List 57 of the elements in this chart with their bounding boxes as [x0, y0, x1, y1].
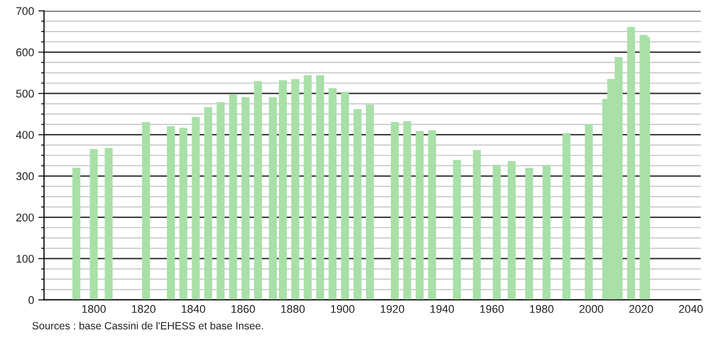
bar — [90, 149, 98, 300]
bar — [242, 97, 250, 300]
bar — [403, 121, 412, 300]
x-tick-label: 1800 — [82, 305, 106, 313]
x-tick-label: 1940 — [430, 305, 454, 313]
bar — [316, 75, 324, 300]
y-tick-label: 300 — [16, 172, 34, 180]
bar — [627, 26, 636, 300]
y-tick-label: 700 — [16, 7, 34, 16]
bar — [254, 81, 262, 300]
x-tick-label: 1860 — [232, 305, 255, 313]
bar — [304, 75, 312, 300]
y-tick-label: 400 — [16, 131, 34, 139]
bar — [328, 88, 337, 300]
bar — [472, 150, 481, 300]
bar — [428, 130, 436, 300]
bar — [416, 131, 424, 300]
bar — [216, 102, 225, 300]
source-note: Sources : base Cassini de l'EHESS et base Insee. — [32, 322, 263, 330]
y-tick-label: 500 — [16, 90, 34, 98]
bar — [166, 126, 175, 300]
x-tick-label: 2020 — [629, 305, 653, 313]
y-tick-label: 0 — [28, 296, 34, 304]
bar — [353, 109, 362, 300]
x-tick-label: 1980 — [530, 305, 554, 313]
bar — [192, 116, 200, 300]
bar — [562, 133, 570, 300]
bar — [204, 107, 212, 300]
x-tick-label: 1820 — [132, 305, 156, 313]
bar — [390, 122, 399, 300]
bar — [142, 122, 150, 300]
x-tick-label: 2000 — [580, 305, 604, 313]
bar — [640, 34, 648, 300]
y-tick-label: 200 — [16, 214, 34, 222]
bar — [492, 164, 501, 300]
bar — [508, 161, 516, 300]
x-tick-label: 1900 — [331, 305, 354, 313]
bar — [291, 79, 300, 300]
bar — [229, 94, 238, 300]
bar — [341, 92, 350, 300]
bar — [278, 80, 287, 300]
bar — [525, 168, 534, 300]
bar — [584, 124, 593, 300]
x-tick-label: 1880 — [281, 305, 305, 313]
bar — [542, 164, 551, 300]
bar — [104, 148, 113, 300]
x-tick-label: 1960 — [480, 305, 504, 313]
bar — [452, 160, 461, 300]
x-tick-label: 2040 — [679, 305, 703, 313]
bar — [179, 128, 188, 300]
bar — [366, 104, 374, 300]
bar — [268, 97, 277, 300]
y-tick-label: 600 — [16, 48, 34, 56]
x-tick-label: 1920 — [380, 305, 404, 313]
bar — [72, 168, 80, 300]
x-tick-label: 1840 — [182, 305, 206, 313]
y-tick-label: 100 — [16, 254, 34, 263]
